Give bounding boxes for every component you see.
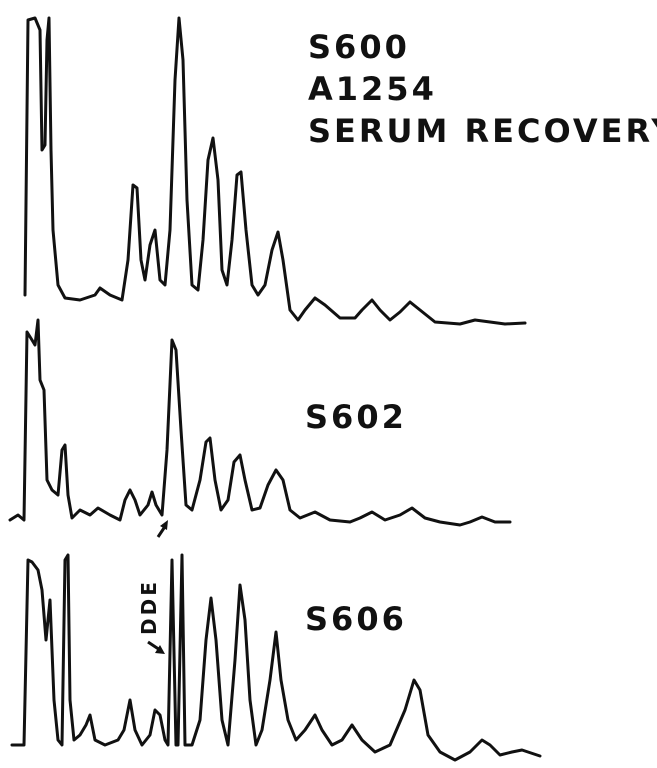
- label-sample: S600: [308, 28, 410, 66]
- label-s602: S602: [305, 398, 407, 436]
- trace-s600: [23, 16, 527, 326]
- arrow-s602: [156, 520, 168, 538]
- trace-s606: [10, 553, 542, 762]
- label-aroclor: A1254: [308, 70, 437, 108]
- label-s606: S606: [305, 600, 407, 638]
- label-dde: DDE: [137, 579, 161, 635]
- label-recovery: SERUM RECOVERY: [308, 112, 657, 150]
- arrow-dde: [147, 640, 165, 654]
- trace-s602: [8, 318, 512, 527]
